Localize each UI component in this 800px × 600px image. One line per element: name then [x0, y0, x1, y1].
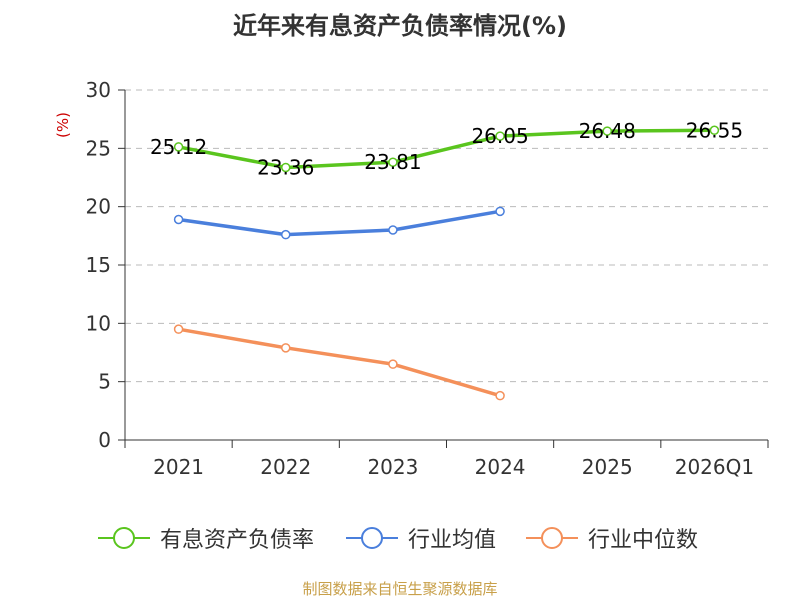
legend-label-series-3: 行业中位数 [588, 528, 699, 553]
x-tick-label: 2022 [260, 455, 311, 479]
y-tick-label: 5 [98, 370, 111, 394]
legend-item-series-3[interactable]: 行业中位数 [526, 520, 698, 556]
legend-marker-series-1 [98, 527, 150, 549]
legend-marker-series-3 [526, 527, 578, 549]
y-tick-label: 10 [86, 311, 111, 335]
data-point [173, 142, 184, 152]
series-line-2 [178, 209, 501, 237]
series-line-3 [178, 327, 501, 398]
data-label: 26.48 [579, 119, 636, 143]
data-point [173, 214, 184, 225]
series-lines [173, 125, 720, 401]
source-note: 制图数据来自恒生聚源数据库 [302, 580, 498, 598]
data-point [281, 229, 291, 240]
data-label: 23.36 [257, 155, 314, 179]
x-tick-label: 2026Q1 [675, 455, 754, 479]
x-tick-label: 2024 [475, 455, 526, 479]
legend: 有息资产负债率 行业均值 行业中位数 [0, 520, 800, 556]
data-point [281, 343, 291, 353]
legend-label-series-1: 有息资产负债率 [160, 528, 315, 553]
data-point [173, 324, 184, 334]
chart-title: 近年来有息资产负债率情况(%) [233, 12, 567, 40]
data-point [388, 157, 398, 167]
legend-item-series-1[interactable]: 有息资产负债率 [98, 520, 314, 556]
y-tick-label: 25 [86, 136, 111, 160]
data-point [495, 206, 505, 217]
y-tick-label: 30 [86, 78, 111, 102]
data-point [281, 162, 291, 173]
data-label: 26.05 [471, 124, 528, 148]
y-tick-label: 0 [98, 428, 111, 452]
data-label: 26.55 [686, 118, 743, 142]
x-tick-label: 2021 [153, 455, 204, 479]
data-point [602, 126, 612, 136]
y-axis-label: (%) [54, 112, 72, 138]
x-tick-label: 2023 [367, 455, 418, 479]
legend-marker-series-2 [346, 527, 398, 549]
legend-label-series-2: 行业均值 [408, 528, 497, 553]
data-point [495, 390, 505, 401]
data-labels: 25.12 23.36 23.81 26.05 26.48 26.55 [150, 118, 743, 179]
legend-item-series-2[interactable]: 行业均值 [346, 520, 496, 556]
data-point [388, 225, 398, 235]
data-point [495, 131, 505, 141]
data-label: 23.81 [364, 150, 421, 174]
x-tick-label: 2025 [582, 455, 633, 479]
data-label: 25.12 [150, 135, 207, 159]
y-tick-label: 20 [86, 195, 111, 219]
data-point [709, 125, 720, 135]
y-tick-label: 15 [86, 253, 111, 277]
series-line-1 [178, 128, 715, 170]
data-point [388, 359, 398, 369]
